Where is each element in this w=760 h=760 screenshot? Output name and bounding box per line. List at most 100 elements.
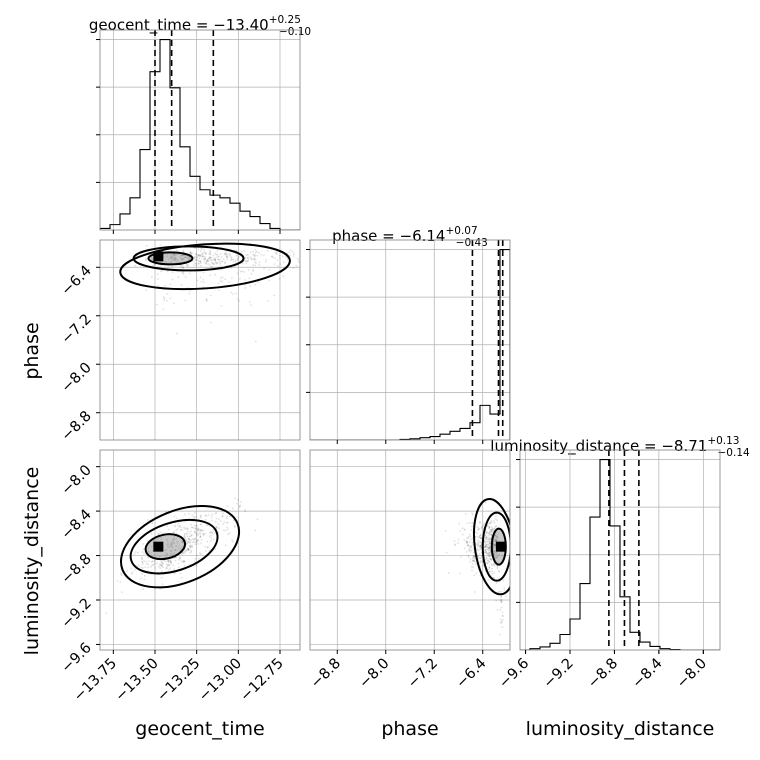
sample-point: [500, 598, 503, 601]
sample-point: [484, 537, 487, 540]
hist-bar: [110, 225, 120, 230]
sample-point: [177, 261, 180, 263]
sample-point: [494, 534, 497, 537]
sample-point: [493, 565, 496, 567]
sample-point: [210, 265, 213, 268]
sample-point: [216, 253, 219, 256]
sample-point: [484, 534, 486, 537]
sample-point: [150, 561, 153, 563]
sample-point: [484, 548, 487, 551]
sample-point: [237, 498, 240, 501]
sample-point: [475, 572, 478, 575]
ytick-label-phase: −7.2: [59, 311, 95, 347]
sample-point: [179, 556, 181, 559]
sample-point: [494, 539, 496, 542]
sample-point: [257, 281, 260, 284]
sample-point: [494, 545, 497, 547]
sample-point: [195, 264, 197, 267]
sample-point: [219, 252, 222, 255]
sample-point: [488, 548, 491, 551]
xtick-label-luminosity_distance: −8.4: [630, 656, 666, 692]
sample-point: [162, 296, 165, 299]
xtick-label-phase: −8.8: [308, 656, 344, 692]
sample-point: [206, 299, 209, 302]
sample-point: [501, 614, 504, 617]
sample-point: [249, 285, 252, 288]
ylabel-luminosity-distance: luminosity_distance: [21, 467, 43, 656]
sample-point: [469, 535, 472, 538]
sample-point: [170, 562, 173, 565]
sample-point: [147, 550, 150, 553]
sample-point: [199, 523, 202, 526]
sample-point: [209, 321, 212, 324]
sample-point: [194, 247, 196, 250]
histogram-step: [310, 248, 510, 440]
sample-point: [226, 256, 229, 258]
sample-point: [171, 257, 174, 260]
sample-point: [459, 572, 462, 575]
sample-point: [484, 550, 487, 553]
sample-point: [174, 257, 176, 260]
sample-point: [237, 255, 240, 258]
sample-point: [224, 253, 226, 256]
hist-bar: [450, 431, 460, 440]
sample-point: [220, 260, 223, 263]
sample-point: [197, 530, 199, 533]
sample-point: [170, 543, 172, 546]
sample-point: [189, 551, 192, 554]
sample-point: [172, 549, 174, 552]
sample-point: [498, 570, 500, 572]
sample-point: [210, 540, 212, 542]
sample-point: [254, 283, 257, 286]
sample-point: [224, 252, 227, 255]
sample-point: [179, 257, 182, 260]
sample-point: [173, 302, 176, 305]
sample-point: [461, 527, 464, 530]
sample-point: [120, 574, 123, 577]
panels-group: −13.75−13.50−13.25−13.00−12.75 −8.8 −8.0 −7…: [59, 29, 721, 705]
sample-point: [166, 261, 168, 263]
sample-point: [215, 511, 218, 514]
sample-point: [120, 572, 122, 574]
sample-point: [199, 276, 202, 279]
sample-point: [166, 553, 169, 555]
hist-panel-phase: [310, 240, 510, 440]
sample-point: [254, 529, 257, 532]
sample-point: [485, 531, 488, 534]
sample-point: [485, 536, 488, 539]
sample-point: [246, 256, 249, 259]
sample-point: [252, 264, 255, 266]
sample-point: [292, 255, 295, 257]
sample-point: [165, 567, 168, 570]
sample-point: [209, 274, 211, 277]
sample-point: [209, 259, 212, 262]
sample-point: [492, 562, 495, 565]
ytick-label-luminosity_distance: −9.2: [59, 596, 95, 632]
sample-point: [286, 252, 289, 255]
sample-point: [147, 547, 150, 550]
sample-point: [227, 533, 229, 536]
sample-point: [276, 259, 279, 262]
sample-point: [493, 552, 496, 555]
sample-point: [167, 561, 170, 564]
sample-point: [170, 541, 172, 544]
sample-point: [199, 260, 201, 263]
sample-point: [496, 539, 499, 542]
sample-point: [188, 292, 191, 295]
sample-point: [483, 540, 486, 542]
sample-point: [195, 516, 197, 518]
ytick-label-phase: −6.4: [59, 263, 95, 299]
sample-point: [197, 248, 200, 251]
sample-point: [165, 253, 168, 255]
sample-point: [141, 563, 144, 565]
sample-point: [208, 257, 211, 259]
sample-point: [169, 261, 172, 264]
sample-point: [174, 261, 177, 264]
sample-point: [463, 547, 466, 550]
sample-point: [156, 278, 159, 280]
contour-level-2: [129, 518, 219, 575]
sample-point: [189, 252, 192, 255]
sample-point: [240, 501, 242, 503]
sample-point: [134, 551, 137, 554]
sample-point: [495, 540, 497, 543]
